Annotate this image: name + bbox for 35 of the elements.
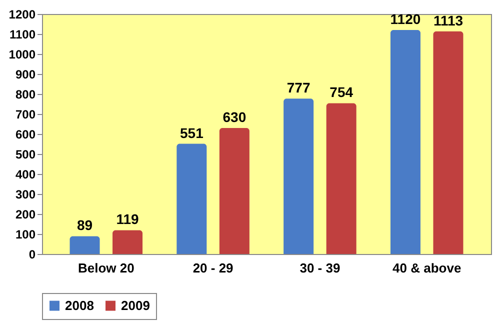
data-label: 1120 <box>390 11 421 27</box>
bar <box>326 103 356 254</box>
y-tick-label: 100 <box>15 228 36 242</box>
legend-label: 2009 <box>121 298 150 313</box>
data-label: 777 <box>286 80 310 96</box>
bar <box>112 230 143 254</box>
bar <box>433 31 464 254</box>
y-tick-label: 500 <box>15 148 36 162</box>
x-tick-label: Below 20 <box>78 260 134 276</box>
x-tick-label: 20 - 29 <box>192 260 234 276</box>
bar <box>390 30 420 254</box>
y-tick-label: 400 <box>15 168 36 182</box>
y-tick-label: 900 <box>15 68 36 82</box>
y-tick-label: 1100 <box>9 28 36 42</box>
data-label: 754 <box>330 84 354 100</box>
y-tick-label: 600 <box>15 128 36 142</box>
y-tick-label: 1000 <box>8 48 36 62</box>
x-tick-label: 40 & above <box>392 260 462 276</box>
y-tick-label: 0 <box>28 248 36 262</box>
bar <box>70 236 100 254</box>
data-label: 119 <box>116 211 140 228</box>
y-tick-label: 700 <box>15 108 36 122</box>
bar <box>176 144 207 254</box>
x-tick-label: 30 - 39 <box>300 260 340 276</box>
data-label: 551 <box>180 124 204 141</box>
data-label: 1113 <box>433 12 464 28</box>
bar <box>284 98 314 254</box>
legend-label: 2008 <box>65 298 94 313</box>
y-tick-label: 200 <box>15 208 36 222</box>
y-tick-label: 800 <box>15 88 36 102</box>
data-label: 630 <box>222 109 246 125</box>
y-tick-label: 1200 <box>8 8 36 22</box>
bar <box>219 128 250 254</box>
y-tick-label: 300 <box>15 188 36 202</box>
data-label: 89 <box>76 217 93 234</box>
